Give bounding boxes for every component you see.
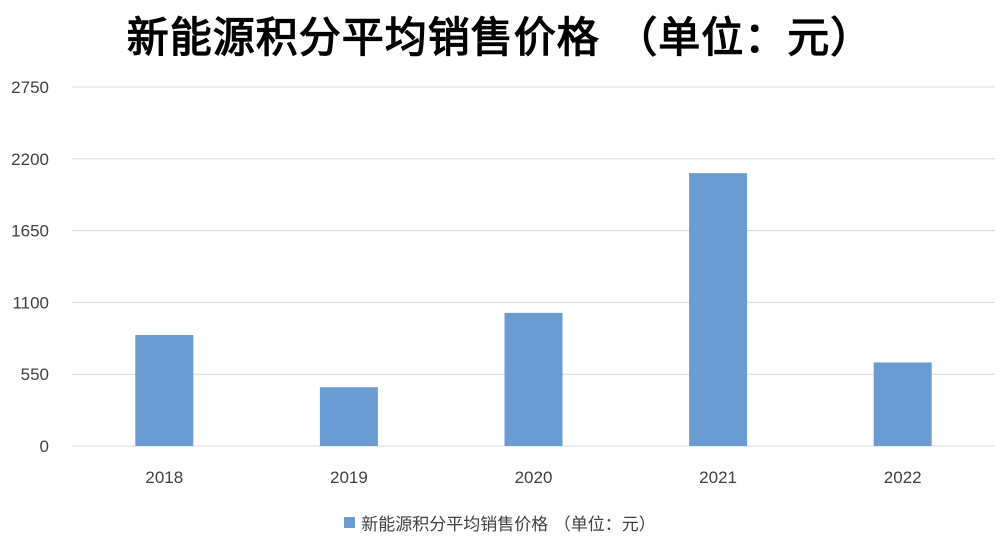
y-tick-label: 1650 bbox=[11, 222, 49, 241]
legend-swatch bbox=[344, 517, 356, 528]
x-tick-label: 2018 bbox=[145, 468, 183, 487]
x-tick-label: 2022 bbox=[884, 468, 922, 487]
bar-2020 bbox=[504, 312, 563, 446]
legend: 新能源积分平均销售价格 （单位：元） bbox=[0, 510, 1000, 535]
y-tick-label: 0 bbox=[40, 437, 49, 456]
y-tick-label: 2750 bbox=[11, 78, 49, 97]
bar-2019 bbox=[319, 387, 378, 446]
y-axis-ticks: 0 550 1100 1650 2200 2750 bbox=[11, 78, 49, 456]
x-axis-ticks: 2018 2019 2020 2021 2022 bbox=[145, 468, 921, 487]
x-tick-label: 2020 bbox=[515, 468, 553, 487]
bar-2018 bbox=[135, 335, 194, 446]
bars bbox=[135, 173, 932, 446]
y-tick-label: 1100 bbox=[12, 293, 49, 312]
x-tick-label: 2021 bbox=[699, 468, 737, 487]
y-tick-label: 2200 bbox=[11, 150, 49, 169]
legend-label: 新能源积分平均销售价格 （单位：元） bbox=[361, 515, 656, 535]
bar-2021 bbox=[689, 173, 748, 446]
bar-2022 bbox=[873, 362, 932, 446]
chart-title: 新能源积分平均销售价格 （单位：元） bbox=[126, 13, 874, 62]
x-tick-label: 2019 bbox=[330, 468, 368, 487]
y-tick-label: 550 bbox=[21, 365, 49, 384]
